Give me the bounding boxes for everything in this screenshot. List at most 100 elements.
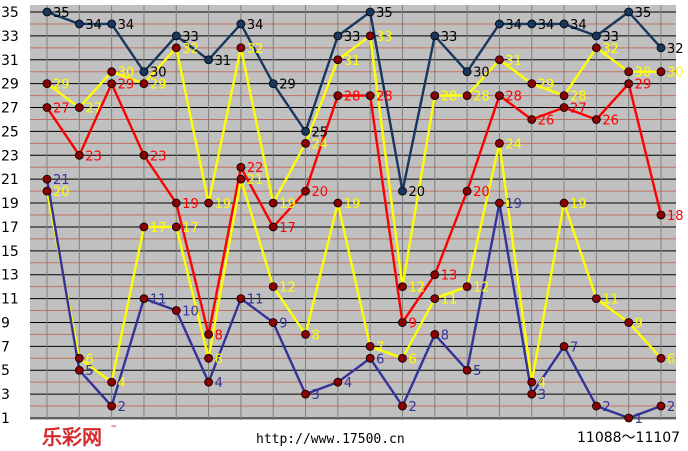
y-tick-label-25: 25	[1, 124, 19, 140]
series-5-point-0	[42, 174, 52, 184]
series-2-point-15	[527, 79, 537, 89]
series-2-point-7	[268, 198, 278, 208]
series-3-label-7: 17	[279, 221, 296, 236]
series-1-point-19	[656, 43, 666, 53]
y-tick-label-5: 5	[1, 363, 10, 379]
series-1-point-0	[42, 7, 52, 17]
series-5-label-0: 21	[53, 173, 70, 188]
series-4-point-3	[139, 222, 149, 232]
series-4-label-5: 6	[215, 352, 223, 367]
series-1-point-13	[462, 67, 472, 77]
series-2-point-1	[74, 103, 84, 112]
series-1-label-3: 30	[150, 66, 167, 81]
series-1-point-15	[527, 19, 537, 29]
series-3-label-12: 13	[441, 269, 458, 284]
series-1-point-5	[204, 55, 213, 65]
y-tick-label-31: 31	[1, 53, 19, 69]
series-4-label-0: 20	[53, 185, 70, 200]
series-line-2	[46, 33, 661, 287]
series-line-5	[45, 178, 662, 420]
series-5-point-13	[462, 365, 472, 375]
series-3-point-13	[462, 186, 472, 196]
source-url[interactable]: http://www.17500.cn	[256, 432, 405, 447]
series-3-point-4	[171, 198, 181, 208]
series-3-label-15: 26	[538, 113, 555, 128]
series-5-point-12	[430, 330, 440, 339]
series-1-point-18	[624, 7, 634, 17]
series-2-label-19: 30	[667, 66, 684, 81]
series-2-label-15: 29	[538, 78, 555, 93]
series-1-label-9: 33	[344, 30, 361, 45]
series-4-point-9	[333, 198, 343, 208]
series-2-label-5: 19	[215, 197, 232, 212]
series-3-label-8: 20	[312, 185, 329, 200]
series-5-point-9	[333, 377, 343, 387]
y-tick-label-29: 29	[1, 77, 19, 93]
series-4-point-1	[74, 353, 84, 363]
series-2-point-19	[656, 67, 666, 77]
series-4-point-13	[462, 282, 472, 292]
series-4-point-2	[107, 377, 117, 387]
series-3-point-12	[430, 270, 440, 280]
series-4-label-1: 6	[85, 352, 93, 367]
series-5-label-12: 8	[441, 328, 449, 343]
series-4-point-0	[42, 186, 52, 196]
series-5-point-5	[204, 377, 213, 387]
series-1-point-1	[74, 19, 84, 29]
series-3-point-16	[559, 103, 569, 112]
series-2-label-2: 30	[118, 66, 135, 81]
series-3-point-5	[204, 330, 213, 339]
brand-logo-text: 乐彩网	[42, 425, 102, 449]
series-3-label-18: 29	[635, 78, 652, 93]
y-tick-label-21: 21	[1, 172, 19, 188]
series-4-label-11: 6	[408, 352, 416, 367]
y-tick-label-27: 27	[1, 101, 19, 117]
series-5-point-11	[398, 401, 407, 411]
series-1-label-2: 34	[118, 18, 135, 33]
series-4-point-5	[204, 353, 213, 363]
series-4-point-15	[527, 377, 537, 387]
series-2-point-5	[204, 198, 213, 208]
series-5-label-2: 2	[118, 400, 126, 415]
series-3-label-3: 23	[150, 149, 167, 164]
series-3-point-15	[527, 115, 537, 124]
series-3-label-17: 26	[602, 113, 619, 128]
series-1-label-6: 34	[247, 18, 264, 33]
series-3-point-14	[495, 91, 504, 100]
series-5-point-18	[624, 413, 634, 423]
series-4-point-12	[430, 294, 440, 303]
series-1-point-8	[301, 127, 310, 136]
series-3-point-19	[656, 210, 666, 220]
series-4-label-19: 6	[667, 352, 675, 367]
series-5-point-19	[656, 401, 666, 411]
series-4-point-14	[495, 138, 504, 148]
series-2-label-18: 30	[635, 66, 652, 81]
series-1-label-7: 29	[279, 78, 296, 93]
series-2-label-0: 29	[53, 78, 70, 93]
series-line-1	[46, 9, 662, 192]
series-3-point-8	[301, 186, 310, 196]
series-2-point-12	[430, 91, 440, 100]
series-1-label-19: 32	[667, 42, 684, 57]
series-1-label-11: 20	[408, 185, 425, 200]
series-5-label-1: 5	[85, 364, 93, 379]
series-5-point-3	[139, 294, 149, 303]
series-5-point-2	[107, 401, 117, 411]
series-2-label-14: 31	[505, 54, 522, 69]
series-2-point-6	[236, 43, 246, 53]
series-5-point-10	[365, 353, 375, 363]
series-2-label-12: 28	[441, 90, 458, 105]
series-1-point-2	[107, 19, 117, 29]
series-5-label-19: 2	[667, 400, 675, 415]
y-tick-label-7: 7	[1, 339, 10, 355]
series-3-point-7	[268, 222, 278, 232]
series-1-label-1: 34	[85, 18, 102, 33]
series-1-label-15: 34	[538, 18, 555, 33]
series-1-point-3	[139, 67, 149, 77]
series-3-label-11: 9	[408, 316, 416, 331]
series-3-point-3	[139, 150, 149, 160]
series-3-label-6: 22	[247, 161, 264, 176]
series-4-point-8	[301, 330, 310, 339]
series-4-point-6	[236, 174, 246, 184]
series-1-point-4	[171, 31, 181, 41]
